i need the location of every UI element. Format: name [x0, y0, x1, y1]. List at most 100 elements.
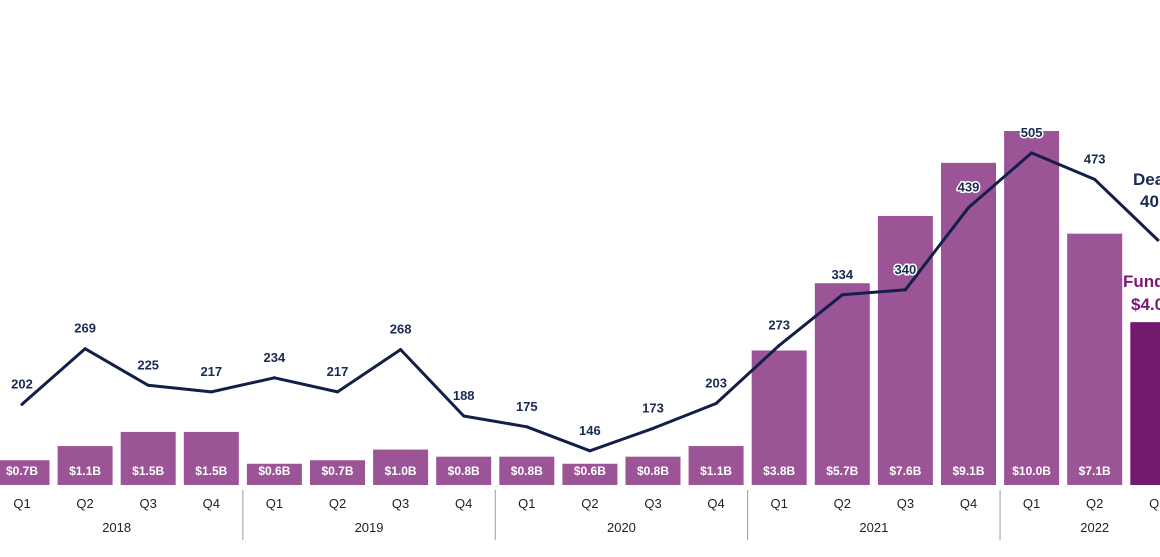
deals-point-label: 188	[453, 388, 475, 403]
funding-bar-label: $1.1B	[700, 464, 732, 478]
x-axis: Q1 Q2 Q3 Q4 Q1 Q2 Q3 Q4 Q1 Q2 Q3 Q4 Q1 Q2 Q3 Q4 Q1 Q2 Q3 20…	[13, 490, 1160, 540]
deals-point	[840, 293, 844, 297]
deals-callout-title: Dea	[1133, 170, 1160, 189]
x-tick-label: Q3	[392, 496, 409, 511]
funding-bar	[310, 460, 365, 485]
deals-point-label: 217	[327, 364, 349, 379]
funding-bar	[625, 456, 681, 485]
x-tick-label: Q1	[771, 496, 788, 511]
deals-point	[20, 402, 24, 406]
funding-bar	[688, 446, 744, 485]
funding-bar	[436, 456, 492, 485]
deals-point-label: 203	[705, 376, 727, 391]
deals-point	[336, 390, 339, 394]
x-tick-label: Q4	[455, 496, 472, 511]
funding-bar	[57, 446, 113, 485]
year-group-label: 2020	[607, 520, 636, 535]
funding-bar	[877, 215, 933, 485]
deals-point-label: 225	[137, 357, 159, 372]
deals-point-label: 268	[390, 322, 412, 337]
funding-callout-value: $4.0	[1131, 295, 1160, 314]
deals-point-label: 273	[768, 317, 790, 332]
funding-bar-label: $0.8B	[511, 464, 543, 478]
x-tick-label: Q1	[13, 496, 30, 511]
deals-point	[399, 348, 403, 352]
deals-point	[651, 426, 655, 430]
x-tick-label: Q4	[203, 496, 220, 511]
deals-point	[83, 347, 87, 351]
deals-point-label: 146	[579, 423, 601, 438]
deals-point	[1030, 151, 1034, 155]
funding-bar	[1067, 233, 1123, 485]
funding-bar	[0, 460, 50, 485]
funding-bar	[1130, 322, 1160, 485]
deals-point-label: 175	[516, 399, 538, 414]
deals-point	[272, 376, 276, 380]
x-tick-label: Q2	[834, 496, 851, 511]
x-tick-label: Q1	[1023, 496, 1040, 511]
x-tick-label: Q2	[76, 496, 93, 511]
funding-callout-title: Fund	[1123, 272, 1160, 291]
funding-bar	[814, 283, 870, 485]
funding-bar	[373, 449, 429, 485]
series-callouts: Dea 40 Fund $4.0	[1123, 170, 1160, 314]
deals-point	[146, 383, 150, 387]
x-tick-label: Q1	[518, 496, 535, 511]
funding-bar	[1004, 131, 1060, 485]
funding-bar	[246, 463, 302, 485]
funding-bar	[120, 431, 176, 485]
deals-point-label: 202	[11, 376, 33, 391]
funding-bar-label: $0.8B	[448, 464, 480, 478]
deals-point-label: 505	[1021, 125, 1043, 140]
deals-callout-value: 40	[1140, 192, 1159, 211]
year-group-label: 2018	[102, 520, 131, 535]
x-tick-label: Q3	[897, 496, 914, 511]
deals-line-layer: 202 269 225 217 234 217 268 188 175 146 173 203 273 3…	[10, 123, 1160, 453]
funding-bar	[562, 463, 618, 485]
year-group-label: 2022	[1080, 520, 1109, 535]
x-tick-label: Q2	[1086, 496, 1103, 511]
funding-bar	[499, 456, 555, 485]
year-group-label: 2021	[859, 520, 888, 535]
funding-bar-label: $5.7B	[826, 464, 858, 478]
funding-bar-label: $10.0B	[1012, 464, 1051, 478]
funding-bar-label: $9.1B	[952, 464, 984, 478]
x-tick-label: Q3	[140, 496, 157, 511]
funding-bar-label: $0.7B	[321, 464, 353, 478]
deals-point	[1093, 177, 1097, 181]
funding-bar	[183, 431, 239, 485]
funding-bar-label: $1.5B	[132, 464, 164, 478]
funding-bar-label: $0.6B	[574, 464, 606, 478]
funding-bar-label: $0.7B	[6, 464, 38, 478]
deals-point	[209, 390, 213, 394]
x-tick-label: Q3	[644, 496, 661, 511]
deals-point-label: 473	[1084, 151, 1106, 166]
deals-point-label: 340	[895, 262, 917, 277]
deals-point	[967, 206, 970, 210]
funding-bar-label: $1.1B	[69, 464, 101, 478]
funding-bar-label: $0.6B	[258, 464, 290, 478]
deals-point-label: 234	[264, 350, 286, 365]
x-tick-label: Q2	[329, 496, 346, 511]
deals-point-label: 334	[831, 267, 853, 282]
funding-bar	[751, 350, 807, 485]
x-tick-label: Q1	[266, 496, 283, 511]
x-tick-label: Q4	[960, 496, 977, 511]
funding-bar-label: $1.0B	[385, 464, 417, 478]
deals-point-label: 269	[74, 321, 96, 336]
funding-bar-label: $3.8B	[763, 464, 795, 478]
x-tick-label: Q2	[581, 496, 598, 511]
funding-bar-label: $7.1B	[1079, 464, 1111, 478]
deals-point-label: 217	[200, 364, 222, 379]
funding-bar-label: $7.6B	[889, 464, 921, 478]
funding-bar	[941, 162, 996, 486]
deals-point	[525, 425, 529, 429]
deals-point	[1156, 238, 1160, 242]
funding-bars: $0.7B $1.1B $1.5B $1.5B $0.6B $0.7B $1.0B $0.8B…	[0, 131, 1160, 486]
funding-bar-label: $0.8B	[637, 464, 669, 478]
funding-bar-label: $1.5B	[195, 464, 227, 478]
x-tick-label: Q4	[707, 496, 724, 511]
year-group-label: 2019	[355, 520, 384, 535]
